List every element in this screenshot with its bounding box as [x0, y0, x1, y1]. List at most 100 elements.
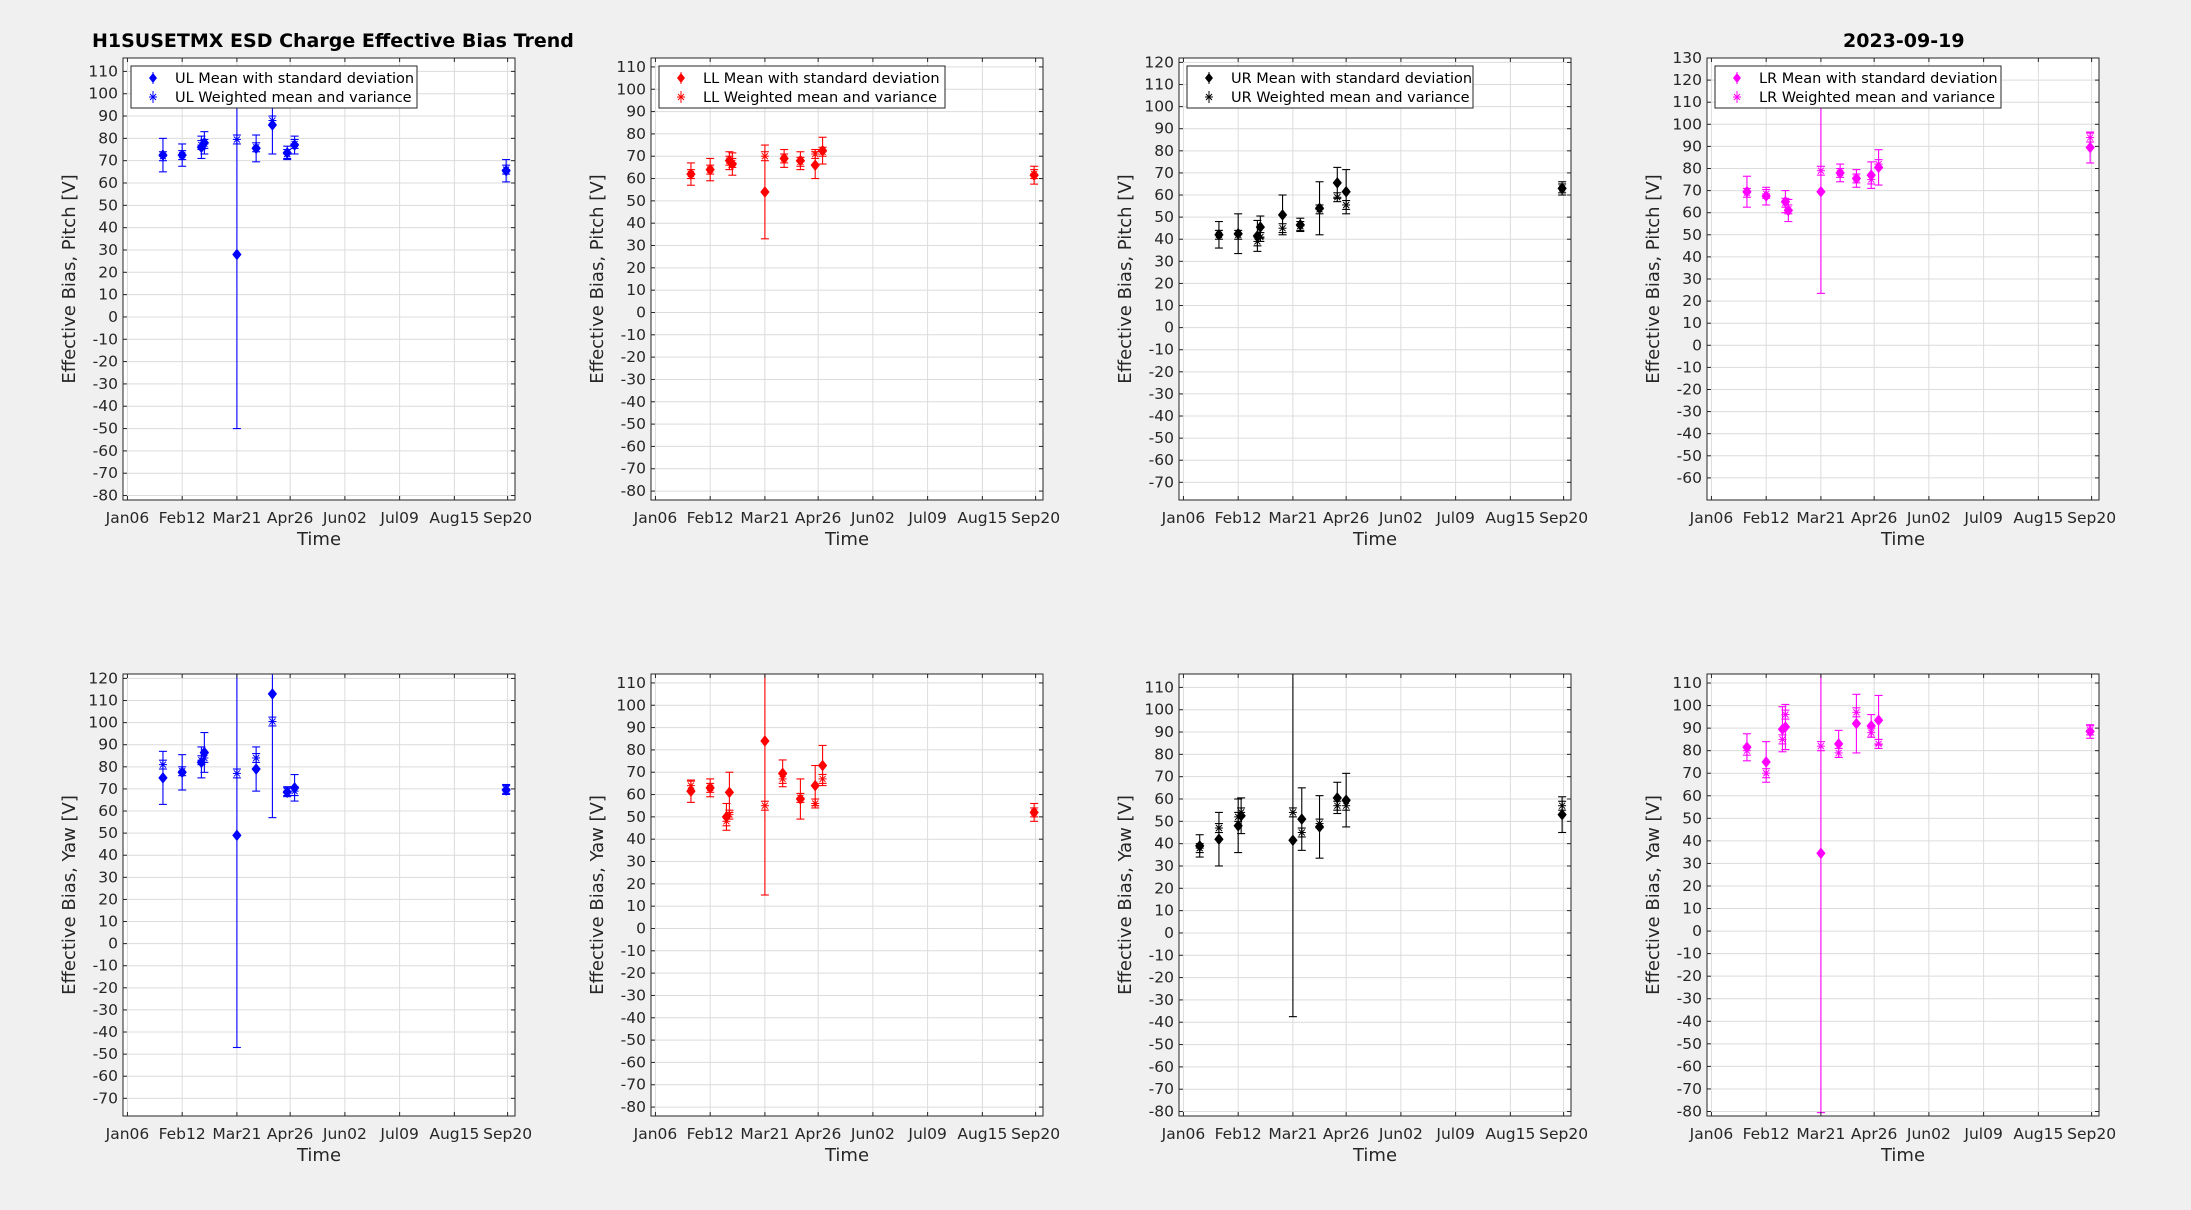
- weighted-marker: [706, 783, 715, 792]
- y-tick-label: -80: [93, 487, 118, 505]
- weighted-marker: [686, 781, 695, 790]
- y-tick-label: 110: [1672, 93, 1702, 111]
- y-tick-label: 110: [616, 58, 646, 76]
- y-tick-label: 110: [88, 692, 118, 710]
- y-tick-label: 90: [98, 736, 118, 754]
- weighted-marker: [811, 149, 820, 158]
- y-tick-label: -60: [621, 1053, 646, 1071]
- x-tick-label: Jan06: [1161, 1125, 1206, 1143]
- mean-marker: [1341, 185, 1351, 198]
- x-tick-label: Jan06: [105, 1125, 150, 1143]
- weighted-marker: [1315, 819, 1324, 828]
- y-tick-label: 70: [626, 763, 646, 781]
- weighted-marker: [1297, 828, 1306, 837]
- y-tick-label: 70: [98, 152, 118, 170]
- y-tick-label: 80: [1154, 745, 1174, 763]
- y-tick-label: -70: [93, 464, 118, 482]
- y-tick-label: 70: [1682, 182, 1702, 200]
- plot-area: [1707, 674, 2099, 1116]
- x-tick-label: Apr26: [267, 1125, 314, 1143]
- y-tick-label: -60: [1149, 1058, 1174, 1076]
- weighted-marker: [178, 767, 187, 776]
- legend-entry: UL Weighted mean and variance: [175, 90, 412, 106]
- x-axis-label: Time: [824, 529, 869, 550]
- y-tick-label: 110: [1144, 678, 1174, 696]
- y-tick-label: -20: [1149, 363, 1174, 381]
- y-tick-label: 60: [626, 170, 646, 188]
- weighted-marker: [283, 149, 292, 158]
- x-tick-label: Jan06: [1161, 509, 1206, 527]
- x-tick-label: Jun02: [850, 509, 895, 527]
- y-tick-label: -50: [621, 1031, 646, 1049]
- x-tick-label: Apr26: [795, 509, 842, 527]
- x-tick-label: Jun02: [322, 1125, 367, 1143]
- x-tick-label: Mar21: [1796, 1125, 1845, 1143]
- x-tick-label: Sep20: [1539, 1125, 1588, 1143]
- y-tick-label: 70: [1154, 164, 1174, 182]
- x-tick-label: Jan06: [633, 1125, 678, 1143]
- y-tick-label: -80: [1149, 1103, 1174, 1121]
- weighted-marker: [232, 769, 241, 778]
- y-tick-label: 100: [616, 696, 646, 714]
- weighted-marker: [1237, 808, 1246, 817]
- axes-box: [650, 673, 1044, 1117]
- y-tick-label: -40: [93, 397, 118, 415]
- x-tick-label: Jun02: [1906, 509, 1951, 527]
- x-tick-label: Mar21: [1268, 509, 1317, 527]
- y-tick-label: 50: [1682, 226, 1702, 244]
- legend-entry: UR Mean with standard deviation: [1231, 71, 1472, 87]
- y-tick-label: 10: [98, 913, 118, 931]
- y-tick-label: -10: [1149, 946, 1174, 964]
- y-tick-label: -40: [1677, 1012, 1702, 1030]
- chart-panel-2: -80 -70 -60 -50 -40 -30 -20 -10 0 10 20 30 40 50 60 70 8…: [587, 57, 1060, 550]
- y-tick-label: 100: [1144, 98, 1174, 116]
- weighted-marker: [780, 154, 789, 163]
- y-tick-label: 100: [88, 714, 118, 732]
- y-tick-label: 80: [1154, 142, 1174, 160]
- y-tick-label: 0: [1164, 924, 1174, 942]
- weighted-marker: [1234, 230, 1243, 239]
- y-tick-label: 120: [1144, 53, 1174, 71]
- weighted-marker: [1742, 746, 1751, 755]
- y-tick-label: 40: [626, 830, 646, 848]
- y-tick-label: 50: [1154, 812, 1174, 830]
- x-tick-label: Apr26: [1851, 1125, 1898, 1143]
- mean-marker: [1816, 847, 1826, 860]
- y-tick-label: 10: [1154, 902, 1174, 920]
- y-tick-label: 60: [1154, 790, 1174, 808]
- y-tick-label: -80: [621, 1098, 646, 1116]
- y-tick-label: -30: [1677, 403, 1702, 421]
- axes-box: [122, 57, 516, 501]
- y-tick-label: -30: [621, 370, 646, 388]
- y-tick-label: -30: [93, 1001, 118, 1019]
- y-tick-label: -30: [1149, 385, 1174, 403]
- axes-box: [650, 57, 1044, 501]
- mean-marker: [251, 763, 261, 775]
- x-tick-label: Feb12: [1743, 1125, 1790, 1143]
- data-layer: [1742, 674, 2095, 1114]
- figure-title: H1SUSETMX ESD Charge Effective Bias Tren…: [92, 30, 574, 52]
- y-axis-label: Effective Bias, Yaw [V]: [59, 795, 80, 995]
- legend-weighted-marker: [1733, 93, 1741, 101]
- mean-marker: [760, 186, 770, 198]
- x-tick-label: Jul09: [907, 509, 946, 527]
- legend-entry: UL Mean with standard deviation: [175, 71, 414, 87]
- y-tick-label: 10: [1682, 900, 1702, 918]
- mean-marker: [817, 759, 828, 772]
- y-tick-label: 80: [1682, 160, 1702, 178]
- y-tick-label: 100: [88, 85, 118, 103]
- y-tick-label: 20: [1682, 877, 1702, 895]
- weighted-marker: [1874, 160, 1883, 169]
- y-tick-label: -60: [1149, 451, 1174, 469]
- data-layer: [1214, 166, 1567, 255]
- weighted-marker: [1834, 748, 1843, 757]
- x-tick-label: Aug15: [2013, 509, 2063, 527]
- plot-area: [123, 674, 515, 1116]
- plot-area: [651, 674, 1043, 1116]
- mean-marker: [267, 688, 278, 700]
- legend-box: [658, 65, 946, 109]
- x-tick-label: Aug15: [957, 1125, 1007, 1143]
- legend-entry: LR Mean with standard deviation: [1759, 71, 1998, 87]
- x-tick-label: Jan06: [105, 509, 150, 527]
